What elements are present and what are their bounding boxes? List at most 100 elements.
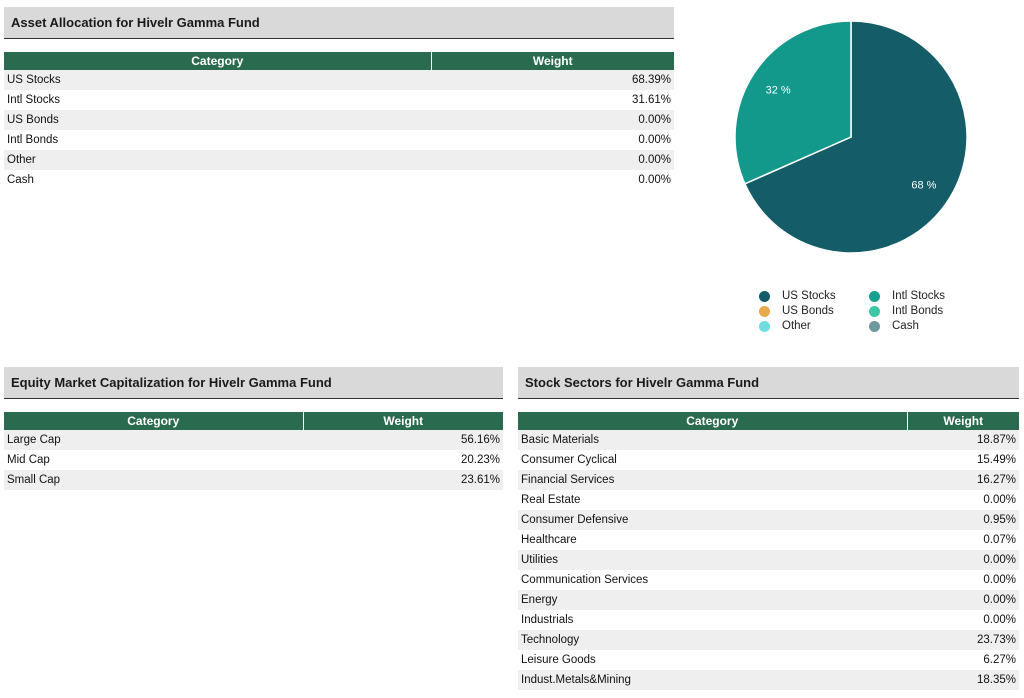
legend-label: Cash xyxy=(892,320,919,332)
row-weight: 0.00% xyxy=(431,150,674,170)
stock-sectors-table: Category Weight Basic Materials 18.87% Con… xyxy=(518,412,1019,690)
row-weight: 0.00% xyxy=(907,550,1019,570)
legend-swatch xyxy=(869,320,880,332)
legend-label: Intl Stocks xyxy=(892,290,946,302)
table-row: Other 0.00% xyxy=(4,150,674,170)
legend-swatch xyxy=(869,305,880,317)
column-header-weight: Weight xyxy=(431,52,674,70)
legend-item: Other xyxy=(759,320,811,332)
row-category: Small Cap xyxy=(4,470,303,490)
pie-slice-intl-stocks xyxy=(734,20,852,185)
equity-cap-title: Equity Market Capitalization for Hivelr … xyxy=(4,367,503,399)
row-weight: 0.00% xyxy=(983,494,1016,506)
row-weight: 0.07% xyxy=(983,534,1016,546)
table-row: US Stocks 68.39% xyxy=(4,70,674,90)
row-weight: 6.27% xyxy=(983,654,1016,666)
table-row: Industrials 0.00% xyxy=(518,610,1019,630)
row-category: Intl Bonds xyxy=(7,134,59,146)
row-weight: 0.00% xyxy=(907,590,1019,610)
table-row: Cash 0.00% xyxy=(4,170,674,190)
column-header-category: Category xyxy=(518,412,908,430)
row-category: Real Estate xyxy=(521,494,581,506)
table-row: Technology 23.73% xyxy=(518,630,1019,650)
asset-allocation-table: Category Weight US Stocks 68.39% Intl Stoc… xyxy=(4,52,674,190)
row-category: Utilities xyxy=(518,550,907,570)
pie-data-label: 32 % xyxy=(766,84,791,96)
row-category: Industrials xyxy=(521,614,574,626)
row-weight: 20.23% xyxy=(460,454,500,466)
row-category: Mid Cap xyxy=(7,454,50,466)
row-category: Technology xyxy=(518,630,907,650)
pie-data-label: 68 % xyxy=(911,180,936,192)
legend-swatch xyxy=(759,290,770,302)
legend-item: Cash xyxy=(869,320,919,332)
asset-allocation-pie-chart: 68 % 32 % xyxy=(734,20,968,254)
row-category: Leisure Goods xyxy=(521,654,596,666)
row-weight: 23.73% xyxy=(907,630,1019,650)
row-weight: 16.27% xyxy=(907,470,1019,490)
legend-label: US Bonds xyxy=(782,305,834,317)
row-category: Healthcare xyxy=(521,534,577,546)
stock-sectors-title: Stock Sectors for Hivelr Gamma Fund xyxy=(518,367,1019,399)
table-row: Energy 0.00% xyxy=(518,590,1019,610)
row-weight: 68.39% xyxy=(431,70,674,90)
table-row: Leisure Goods 6.27% xyxy=(518,650,1019,670)
asset-allocation-title: Asset Allocation for Hivelr Gamma Fund xyxy=(4,7,674,39)
row-category: Consumer Defensive xyxy=(518,510,907,530)
column-header-weight: Weight xyxy=(907,412,1019,430)
table-row: Basic Materials 18.87% xyxy=(518,430,1019,450)
table-row: Financial Services 16.27% xyxy=(518,470,1019,490)
column-header-weight: Weight xyxy=(303,412,503,430)
row-weight: 18.87% xyxy=(907,430,1019,450)
row-weight: 0.00% xyxy=(638,174,671,186)
row-weight: 23.61% xyxy=(303,470,503,490)
row-category: Consumer Cyclical xyxy=(521,454,617,466)
legend-swatch xyxy=(869,290,880,302)
row-category: Basic Materials xyxy=(518,430,907,450)
column-header-category: Category xyxy=(4,412,304,430)
row-category: Energy xyxy=(518,590,907,610)
table-row: Real Estate 0.00% xyxy=(518,490,1019,510)
equity-cap-table: Category Weight Large Cap 56.16% Mid Cap 20… xyxy=(4,412,503,490)
table-row: Communication Services 0.00% xyxy=(518,570,1019,590)
table-row: Intl Stocks 31.61% xyxy=(4,90,674,110)
legend-swatch xyxy=(759,305,770,317)
row-category: Large Cap xyxy=(4,430,303,450)
row-weight: 15.49% xyxy=(976,454,1016,466)
row-weight: 0.00% xyxy=(431,110,674,130)
table-row: Utilities 0.00% xyxy=(518,550,1019,570)
table-row: US Bonds 0.00% xyxy=(4,110,674,130)
row-weight: 0.00% xyxy=(983,614,1016,626)
legend-swatch xyxy=(759,320,770,332)
table-row: Consumer Defensive 0.95% xyxy=(518,510,1019,530)
legend-item: Intl Bonds xyxy=(869,305,943,317)
table-row: Healthcare 0.07% xyxy=(518,530,1019,550)
legend-label: Other xyxy=(782,320,811,332)
row-weight: 0.00% xyxy=(983,574,1016,586)
table-row: Consumer Cyclical 15.49% xyxy=(518,450,1019,470)
table-row: Intl Bonds 0.00% xyxy=(4,130,674,150)
row-category: Indust.Metals&Mining xyxy=(518,670,907,690)
row-category: Financial Services xyxy=(518,470,907,490)
row-weight: 0.00% xyxy=(638,134,671,146)
legend-item: US Bonds xyxy=(759,305,834,317)
column-header-category: Category xyxy=(4,52,432,70)
row-weight: 56.16% xyxy=(303,430,503,450)
row-category: Intl Stocks xyxy=(7,94,61,106)
table-row: Mid Cap 20.23% xyxy=(4,450,503,470)
legend-item: US Stocks xyxy=(759,290,836,302)
row-category: Cash xyxy=(7,174,34,186)
row-weight: 0.95% xyxy=(907,510,1019,530)
row-category: Other xyxy=(4,150,431,170)
legend-item: Intl Stocks xyxy=(869,290,945,302)
row-category: US Stocks xyxy=(4,70,431,90)
legend-label: Intl Bonds xyxy=(892,305,944,317)
table-row: Small Cap 23.61% xyxy=(4,470,503,490)
legend-label: US Stocks xyxy=(782,290,836,302)
row-weight: 18.35% xyxy=(907,670,1019,690)
pie-slice-us-stocks xyxy=(743,20,968,254)
table-row: Large Cap 56.16% xyxy=(4,430,503,450)
row-category: Communication Services xyxy=(521,574,649,586)
table-row: Indust.Metals&Mining 18.35% xyxy=(518,670,1019,690)
row-category: US Bonds xyxy=(4,110,431,130)
